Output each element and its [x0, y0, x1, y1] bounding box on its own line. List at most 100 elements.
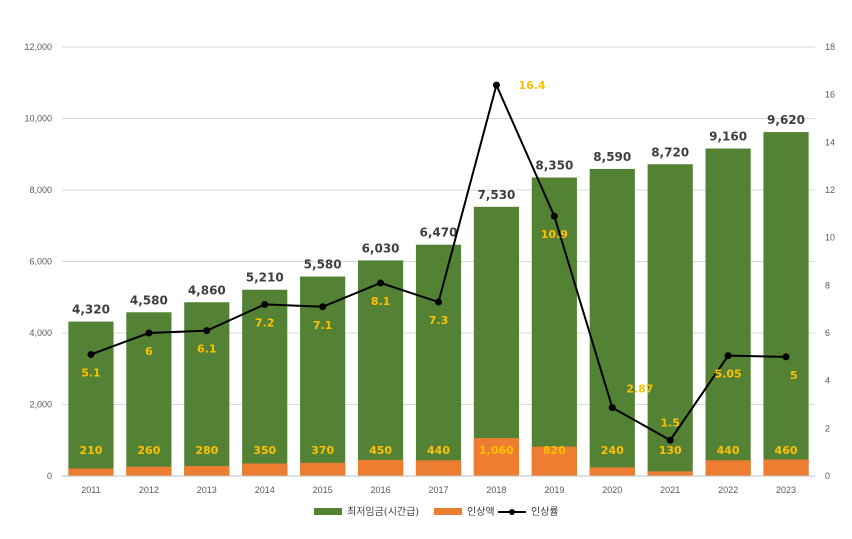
data-label-increase: 450 — [369, 444, 392, 457]
legend-label-increase: 인상액 — [467, 506, 495, 518]
y-left-tick-label: 4,000 — [29, 328, 52, 338]
point-rate — [435, 298, 442, 306]
data-label-rate: 5.1 — [81, 366, 101, 379]
data-label-rate: 10.9 — [541, 228, 568, 241]
bar-total — [647, 164, 693, 476]
data-label-increase: 460 — [775, 444, 798, 457]
bar-total — [763, 132, 809, 476]
x-tick-label: 2018 — [486, 485, 506, 495]
y-right-tick-label: 4 — [825, 376, 830, 386]
bar-increase — [531, 446, 577, 476]
data-label-total: 9,160 — [709, 130, 747, 144]
y-left-tick-label: 6,000 — [29, 257, 52, 267]
data-label-rate: 5.05 — [715, 368, 742, 381]
point-rate — [550, 212, 558, 220]
data-label-increase: 130 — [659, 444, 682, 457]
y-left-tick-label: 10,000 — [24, 114, 52, 124]
point-rate — [492, 81, 500, 89]
bar-total — [357, 260, 404, 476]
data-label-total: 6,470 — [420, 226, 458, 240]
bar-increase — [300, 462, 346, 476]
bar-increase — [705, 460, 751, 476]
x-tick-label: 2014 — [255, 485, 275, 495]
data-label-rate: 8.1 — [371, 295, 391, 308]
bar-increase — [473, 438, 520, 476]
point-rate — [377, 279, 385, 287]
y-right-tick-label: 12 — [825, 185, 835, 195]
data-label-increase: 440 — [717, 444, 740, 457]
y-left-tick-label: 8,000 — [29, 185, 52, 195]
bar-total — [68, 321, 114, 476]
point-rate — [666, 436, 674, 444]
point-rate — [87, 350, 95, 358]
y-right-tick-label: 14 — [825, 137, 835, 147]
bar-increase — [415, 460, 462, 476]
x-tick-label: 2012 — [139, 485, 159, 495]
bar-increase — [763, 459, 809, 476]
bar-increase — [126, 466, 172, 476]
data-label-increase: 350 — [253, 444, 276, 457]
data-label-increase: 240 — [601, 444, 624, 457]
x-tick-label: 2015 — [313, 485, 333, 495]
x-tick-label: 2023 — [776, 485, 796, 495]
bar-total — [589, 168, 635, 476]
legend-marker-rate — [509, 509, 515, 515]
y-right-tick-label: 0 — [825, 471, 830, 481]
y-right-tick-label: 6 — [825, 328, 830, 338]
point-rate — [203, 327, 211, 335]
bar-total — [705, 148, 751, 476]
data-label-rate: 7.1 — [313, 319, 333, 332]
data-label-increase: 210 — [79, 444, 102, 457]
x-tick-label: 2020 — [602, 485, 622, 495]
legend-label-total: 최저임금(시간급) — [347, 505, 419, 518]
x-tick-label: 2022 — [718, 485, 738, 495]
data-label-increase: 440 — [427, 444, 450, 457]
point-rate — [319, 303, 327, 311]
bar-increase — [647, 471, 693, 476]
data-label-rate: 6 — [145, 345, 153, 358]
data-label-increase: 260 — [137, 444, 160, 457]
data-label-total: 4,860 — [188, 283, 226, 297]
y-left-tick-label: 2,000 — [29, 400, 52, 410]
data-label-rate: 7.2 — [255, 316, 275, 329]
data-label-increase: 370 — [311, 444, 334, 457]
y-right-tick-label: 2 — [825, 423, 830, 433]
data-label-total: 4,580 — [130, 293, 168, 307]
bar-total — [242, 289, 288, 476]
data-label-increase: 820 — [543, 444, 566, 457]
data-label-total: 8,720 — [651, 145, 689, 159]
data-label-increase: 280 — [195, 444, 218, 457]
point-rate — [724, 352, 732, 360]
legend-swatch-total — [314, 508, 342, 515]
data-label-rate: 6.1 — [197, 343, 217, 356]
data-label-rate: 2.87 — [626, 383, 653, 396]
x-tick-label: 2011 — [81, 485, 100, 495]
y-left-tick-label: 0 — [47, 471, 52, 481]
bar-total — [531, 177, 577, 477]
bar-increase — [589, 467, 635, 476]
data-label-total: 8,590 — [593, 150, 631, 164]
y-right-tick-label: 18 — [825, 42, 835, 52]
point-rate — [608, 404, 616, 412]
y-right-tick-label: 8 — [825, 280, 830, 290]
x-tick-label: 2021 — [660, 485, 680, 495]
y-right-tick-label: 10 — [825, 233, 835, 243]
bar-total — [415, 244, 462, 476]
bar-increase — [68, 468, 114, 476]
data-label-total: 6,030 — [362, 241, 400, 255]
data-label-rate: 7.3 — [429, 314, 449, 327]
data-label-total: 4,320 — [72, 303, 110, 317]
y-right-tick-label: 16 — [825, 90, 835, 100]
data-label-total: 7,530 — [477, 188, 515, 202]
point-rate — [145, 329, 153, 337]
bar-increase — [184, 465, 230, 476]
data-label-total: 8,350 — [535, 158, 573, 172]
legend-label-rate: 인상률 — [531, 506, 559, 518]
x-tick-label: 2019 — [544, 485, 564, 495]
point-rate — [782, 353, 790, 361]
data-label-total: 5,210 — [246, 271, 284, 285]
x-tick-label: 2017 — [428, 485, 448, 495]
data-label-rate: 1.5 — [660, 416, 680, 429]
